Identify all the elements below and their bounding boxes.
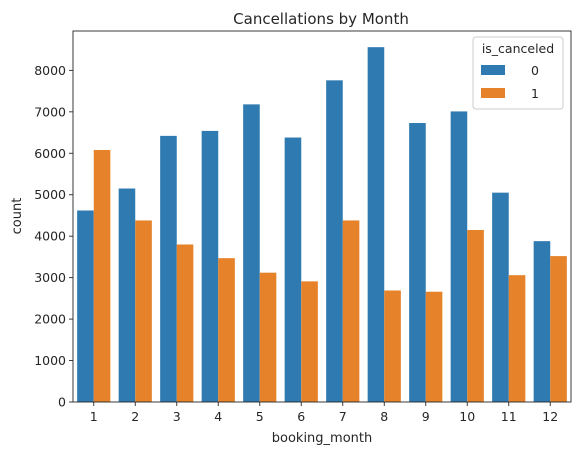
- x-tick-label: 12: [542, 409, 558, 424]
- bar-month-3-series-1: [176, 244, 194, 402]
- bar-month-3-series-0: [160, 135, 177, 402]
- x-tick-label: 2: [131, 409, 139, 424]
- y-tick-label: 6000: [34, 146, 66, 161]
- bar-month-9-series-1: [425, 291, 443, 402]
- legend-swatch-0: [481, 65, 505, 75]
- y-tick-label: 5000: [34, 187, 66, 202]
- legend-label-0: 0: [531, 63, 539, 78]
- x-axis-label: booking_month: [272, 431, 372, 446]
- y-tick-label: 7000: [34, 104, 66, 119]
- y-tick-label: 8000: [34, 63, 66, 78]
- y-tick-label: 1000: [34, 353, 66, 368]
- bar-month-7-series-1: [342, 220, 360, 402]
- y-tick-label: 2000: [34, 312, 66, 327]
- x-tick-label: 4: [214, 409, 222, 424]
- bar-month-10-series-0: [450, 111, 468, 403]
- bar-month-2-series-0: [118, 188, 136, 402]
- legend-label-1: 1: [531, 86, 539, 101]
- x-tick-label: 1: [90, 409, 98, 424]
- chart-title: Cancellations by Month: [233, 10, 409, 28]
- bar-month-1-series-1: [93, 149, 111, 402]
- x-tick-label: 3: [173, 409, 181, 424]
- bar-month-5-series-0: [243, 104, 260, 403]
- x-tick-label: 7: [339, 409, 347, 424]
- bar-month-6-series-0: [284, 137, 302, 402]
- x-tick-label: 11: [501, 409, 517, 424]
- bars: [77, 47, 567, 403]
- x-tick-label: 10: [459, 409, 475, 424]
- bar-month-7-series-0: [326, 80, 343, 402]
- y-tick-label: 3000: [34, 270, 66, 285]
- legend-title: is_canceled: [482, 41, 554, 56]
- bar-month-11-series-1: [508, 275, 526, 402]
- y-axis-label: count: [10, 198, 25, 235]
- legend-swatch-1: [481, 88, 505, 98]
- bar-month-5-series-1: [259, 272, 277, 402]
- y-axis: 0 1000 2000 3000 4000 5000 6000 7000 8000: [34, 63, 73, 410]
- x-tick-label: 6: [297, 409, 305, 424]
- legend: is_canceled 0 1: [472, 36, 564, 110]
- plot-frame: [72, 30, 572, 403]
- x-tick-label: 8: [380, 409, 388, 424]
- bar-month-1-series-0: [77, 210, 94, 402]
- bar-month-10-series-1: [467, 229, 484, 402]
- bar-month-11-series-0: [492, 192, 509, 402]
- y-tick-label: 4000: [34, 229, 66, 244]
- bar-month-2-series-1: [135, 220, 152, 402]
- y-tick-label: 0: [58, 395, 66, 410]
- bar-month-6-series-1: [301, 281, 318, 402]
- bar-month-4-series-1: [218, 258, 235, 402]
- bar-month-9-series-0: [409, 123, 426, 403]
- bar-month-12-series-0: [533, 241, 551, 402]
- bar-month-4-series-0: [201, 130, 219, 402]
- bar-month-8-series-0: [367, 47, 385, 403]
- x-axis: 1 2 3 4 5 6 7 8 9 10 11 12: [90, 402, 558, 424]
- x-tick-label: 9: [422, 409, 430, 424]
- x-tick-label: 5: [256, 409, 264, 424]
- bar-month-12-series-1: [550, 256, 567, 402]
- bar-month-8-series-1: [384, 290, 401, 402]
